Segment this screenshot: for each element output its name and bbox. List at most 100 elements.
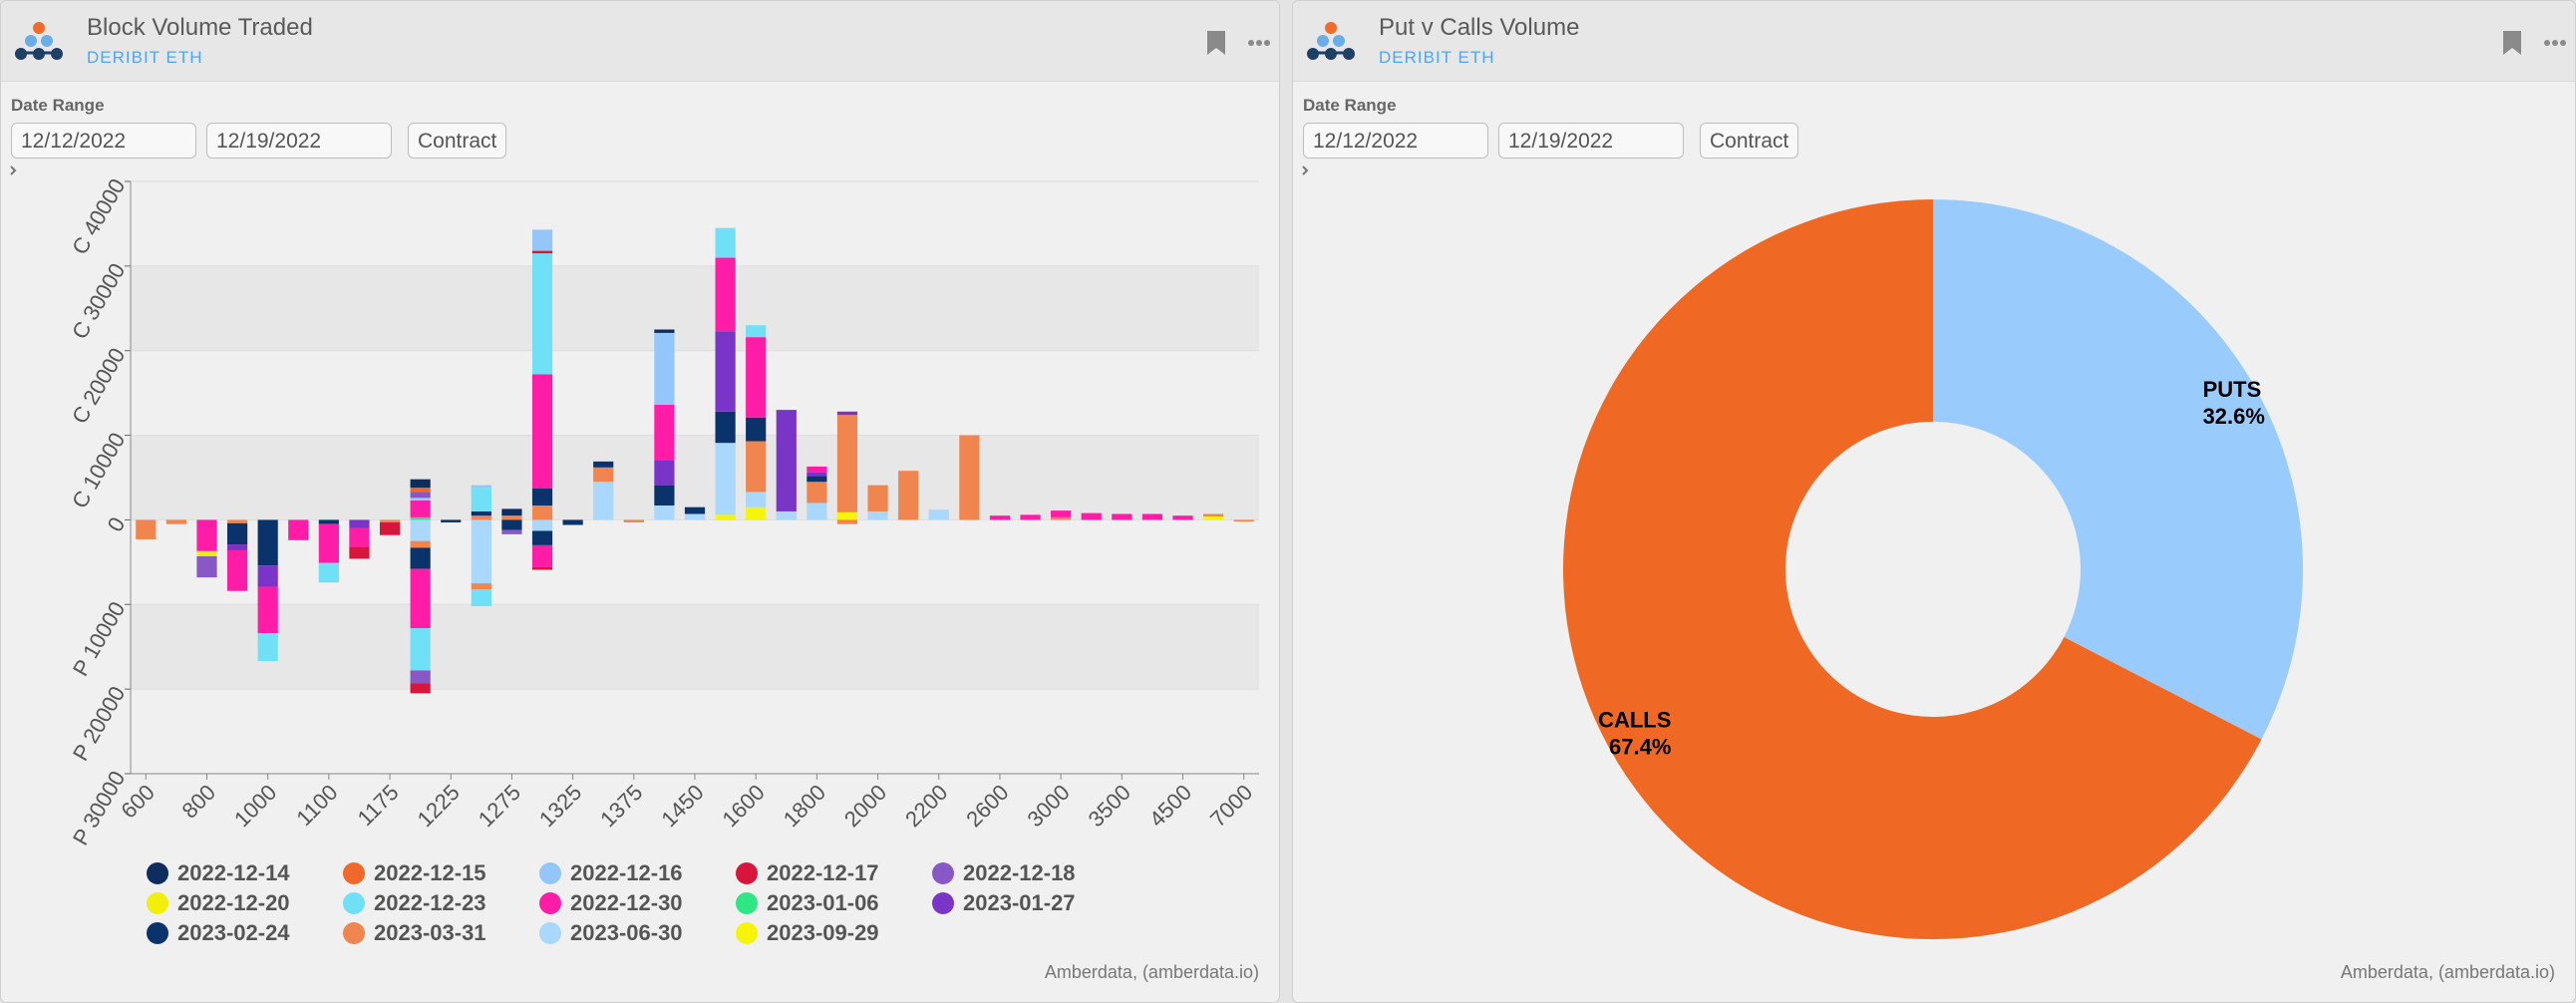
- legend-swatch: [539, 892, 561, 914]
- legend-label: 2022-12-30: [570, 890, 683, 915]
- contract-button[interactable]: Contract: [408, 123, 507, 159]
- date-range-label: Date Range: [1303, 96, 1397, 115]
- bar-segment: [410, 488, 431, 493]
- bar-segment: [867, 510, 888, 520]
- legend-swatch: [147, 922, 168, 944]
- x-tick-label: 1450: [656, 780, 708, 832]
- end-date-input[interactable]: 12/19/2022: [1498, 123, 1684, 159]
- bar-segment: [441, 519, 462, 522]
- x-tick-label: 7000: [1205, 780, 1257, 832]
- panel-title: Put v Calls Volume: [1379, 14, 1580, 41]
- bar-segment: [806, 502, 827, 520]
- panel-title: Block Volume Traded: [87, 14, 313, 41]
- x-tick-label: 1325: [534, 780, 586, 832]
- legend-swatch: [539, 862, 561, 884]
- bar-segment: [836, 519, 858, 524]
- bar-segment: [746, 441, 767, 493]
- bar-segment: [746, 492, 767, 507]
- bar-segment: [410, 683, 431, 694]
- bar-segment: [654, 505, 675, 520]
- bar-segment: [196, 555, 217, 578]
- bar-segment: [715, 331, 736, 412]
- y-tick-label: C 10000: [67, 428, 130, 512]
- header-icons[interactable]: [2489, 1, 2569, 81]
- bar-segment: [531, 505, 553, 520]
- bar-segment: [654, 460, 675, 486]
- bar-segment: [593, 461, 614, 468]
- bar-segment: [1020, 514, 1041, 520]
- bar-segment: [1203, 513, 1224, 517]
- panel-source: DERIBIT ETH: [87, 48, 203, 67]
- y-tick-label: C 30000: [67, 259, 130, 344]
- bar-segment: [1051, 516, 1072, 520]
- bar-segment: [257, 586, 278, 634]
- bar-segment: [501, 508, 522, 516]
- legend-swatch: [736, 922, 758, 944]
- credit: Amberdata, (amberdata.io): [2341, 962, 2555, 982]
- bar-segment: [318, 562, 339, 583]
- panel-header: Block Volume Traded DERIBIT ETH: [1, 1, 1279, 82]
- bar-segment: [776, 510, 797, 520]
- x-tick-label: 2200: [900, 780, 952, 832]
- x-tick-label: 1600: [718, 780, 770, 832]
- bar-segment: [471, 519, 491, 584]
- legend-swatch: [932, 862, 954, 884]
- bar-segment: [531, 566, 553, 570]
- legend-swatch: [932, 892, 954, 914]
- bar-segment: [288, 519, 309, 540]
- slice-value-label: 32.6%: [2203, 404, 2265, 429]
- x-tick-label: 1275: [474, 780, 525, 832]
- legend-swatch: [147, 892, 168, 914]
- header-icons[interactable]: [1193, 1, 1273, 81]
- bar-segment: [1203, 516, 1224, 520]
- bar-segment: [654, 405, 675, 461]
- y-tick-label: C 40000: [67, 174, 130, 259]
- bar-segment: [531, 544, 553, 567]
- legend-label: 2022-12-16: [570, 860, 683, 885]
- bar-segment: [349, 546, 370, 559]
- expand-icon[interactable]: [10, 166, 17, 175]
- panel: Block Volume Traded DERIBIT ETH Date Ran…: [0, 0, 1280, 1003]
- bar-segment: [501, 519, 522, 530]
- legend-swatch: [736, 892, 758, 914]
- legend-swatch: [736, 862, 758, 884]
- bar-segment: [501, 515, 522, 520]
- bar-segment: [806, 482, 827, 503]
- x-tick-label: 1225: [413, 780, 465, 832]
- end-date-input[interactable]: 12/19/2022: [206, 123, 392, 159]
- y-tick-label: P 20000: [68, 682, 130, 765]
- bar-segment: [776, 410, 797, 511]
- start-date-input[interactable]: 12/12/2022: [11, 123, 196, 159]
- start-date-input[interactable]: 12/12/2022: [1303, 123, 1488, 159]
- expand-icon[interactable]: [1302, 166, 1309, 175]
- bar-segment: [654, 329, 675, 333]
- bar-segment: [471, 515, 491, 520]
- panel-header: Put v Calls Volume DERIBIT ETH: [1293, 1, 2575, 82]
- bar-segment: [684, 513, 706, 520]
- bar-segment: [196, 519, 217, 551]
- bar-segment: [746, 325, 767, 338]
- legend-label: 2023-06-30: [570, 920, 683, 945]
- bar-segment: [623, 519, 644, 522]
- bar-segment: [349, 527, 370, 547]
- bar-segment: [410, 568, 431, 629]
- donut-slice: [1563, 198, 2262, 939]
- bar-segment: [196, 550, 217, 556]
- bar-segment: [379, 519, 401, 522]
- bar-segment: [746, 417, 767, 442]
- bar-segment: [257, 633, 278, 662]
- bar-segment: [715, 514, 736, 520]
- logo: [15, 22, 63, 60]
- slice-value-label: 67.4%: [1609, 735, 1671, 760]
- legend-swatch: [343, 862, 365, 884]
- bar-segment: [1112, 513, 1132, 520]
- bar-segment: [715, 411, 736, 444]
- x-tick-label: 2600: [961, 780, 1013, 832]
- bar-segment: [226, 549, 248, 591]
- contract-button[interactable]: Contract: [1700, 123, 1799, 159]
- legend-label: 2023-02-24: [177, 920, 290, 945]
- slice-label: CALLS: [1598, 708, 1671, 733]
- bar-segment: [226, 519, 248, 523]
